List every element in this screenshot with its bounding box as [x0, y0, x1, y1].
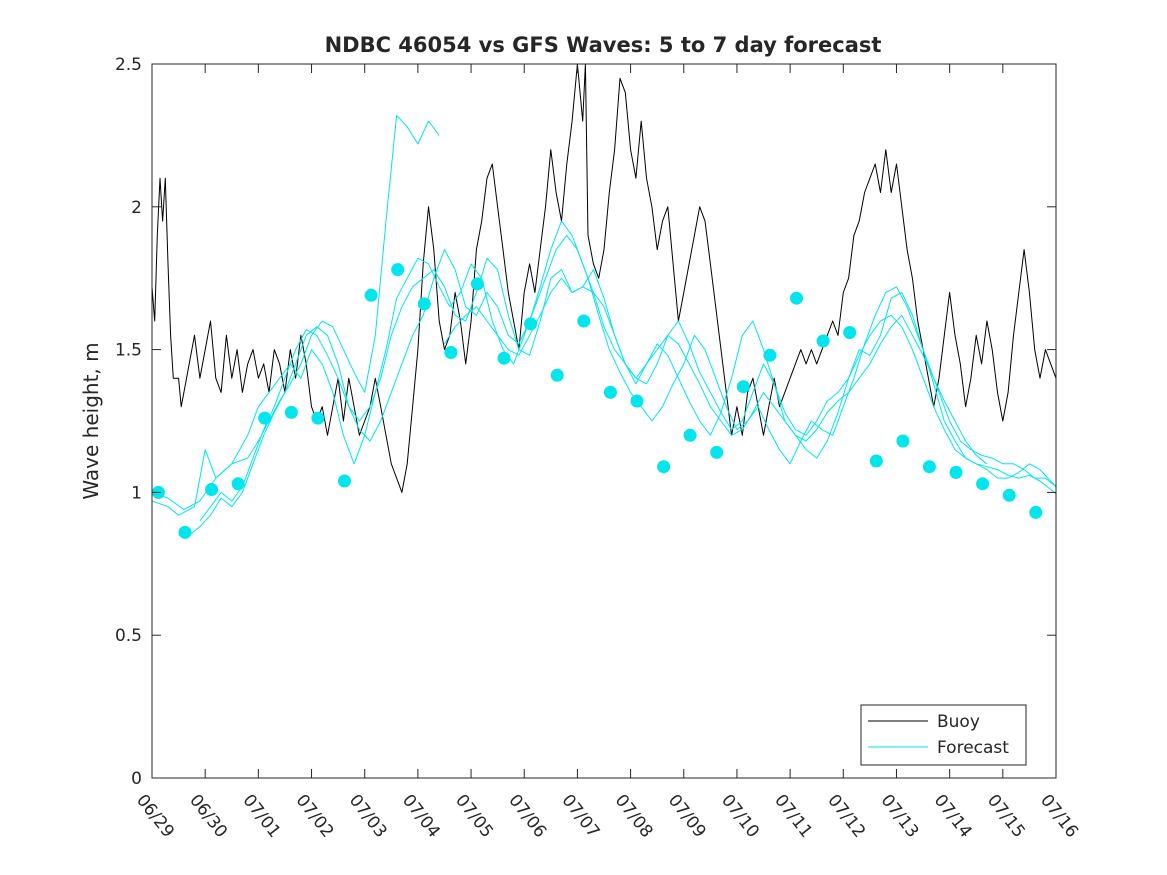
legend: Buoy Forecast [860, 704, 1027, 766]
forecast-marker-3 [231, 477, 245, 491]
forecast-marker-9 [391, 263, 405, 277]
forecast-marker-10 [417, 297, 431, 311]
series-layer [152, 64, 1056, 539]
forecast-marker-15 [550, 368, 564, 382]
forecast-marker-33 [1029, 505, 1043, 519]
forecast-marker-19 [657, 460, 671, 474]
forecast-marker-31 [976, 477, 990, 491]
forecast-marker-8 [364, 288, 378, 302]
legend-label-buoy: Buoy [937, 712, 980, 732]
forecast-marker-24 [790, 291, 803, 305]
forecast-marker-4 [258, 411, 272, 425]
forecast-marker-16 [577, 314, 591, 328]
y-tick-label-2: 1 [131, 483, 142, 503]
forecast-marker-1 [178, 525, 192, 539]
y-tick-label-4: 2 [131, 198, 142, 218]
forecast-series-line-4 [199, 220, 1056, 522]
forecast-marker-25 [816, 334, 830, 348]
forecast-marker-26 [843, 326, 857, 339]
forecast-marker-5 [284, 405, 298, 419]
forecast-marker-32 [1002, 488, 1016, 502]
forecast-marker-30 [949, 465, 963, 479]
forecast-marker-14 [524, 317, 538, 331]
legend-label-forecast: Forecast [937, 738, 1009, 758]
forecast-marker-27 [869, 454, 883, 468]
forecast-marker-13 [497, 351, 511, 365]
forecast-marker-22 [736, 380, 750, 394]
forecast-marker-18 [630, 394, 644, 408]
forecast-marker-6 [311, 411, 325, 425]
chart-title: NDBC 46054 vs GFS Waves: 5 to 7 day fore… [325, 33, 882, 57]
forecast-marker-7 [338, 474, 351, 488]
forecast-marker-11 [444, 346, 458, 359]
y-tick-label-0: 0 [131, 769, 142, 789]
y-tick-label-3: 1.5 [115, 341, 142, 361]
forecast-marker-12 [470, 277, 484, 291]
clipped-series [152, 64, 1056, 539]
axes-box [151, 63, 1057, 779]
forecast-marker-23 [763, 348, 777, 362]
y-tick-label-1: 0.5 [115, 626, 142, 646]
forecast-marker-28 [896, 434, 910, 448]
forecast-series-line-2 [152, 234, 1056, 516]
forecast-marker-29 [922, 460, 936, 474]
forecast-marker-2 [205, 483, 219, 496]
buoy-series-line [152, 64, 1056, 493]
legend-box [860, 704, 1027, 766]
forecast-marker-17 [603, 385, 617, 399]
y-tick-label-5: 2.5 [115, 55, 142, 75]
y-axis-label: Wave height, m [79, 342, 103, 499]
forecast-marker-21 [710, 445, 724, 459]
forecast-marker-20 [683, 428, 697, 442]
